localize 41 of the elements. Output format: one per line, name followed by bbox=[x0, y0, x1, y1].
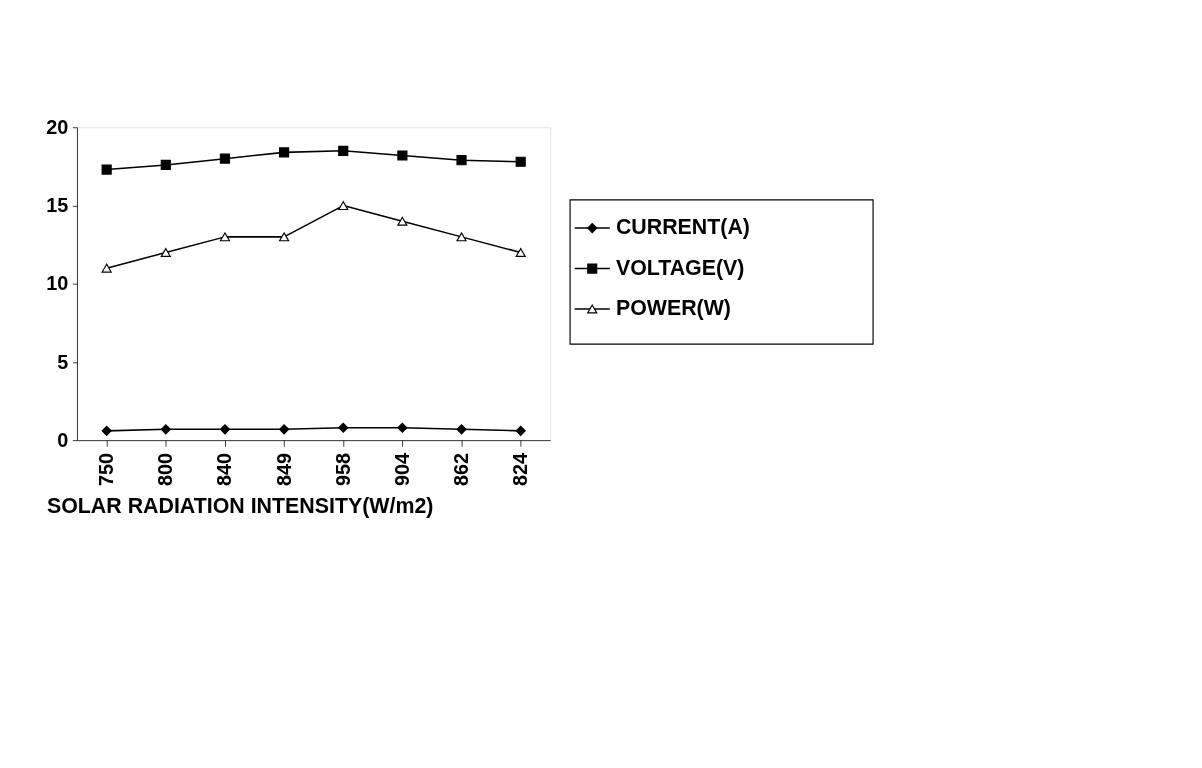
point bbox=[101, 164, 112, 175]
point bbox=[338, 422, 349, 433]
x-tick-label: 904 bbox=[390, 452, 413, 486]
point bbox=[338, 145, 349, 156]
x-tick-label: 750 bbox=[95, 452, 118, 486]
point bbox=[397, 150, 408, 161]
point bbox=[279, 232, 290, 242]
x-tick-label: 849 bbox=[272, 452, 295, 486]
y-tick-label: 10 bbox=[46, 272, 69, 295]
y-tick-label: 20 bbox=[46, 115, 69, 138]
point bbox=[338, 201, 349, 211]
legend-label: POWER(W) bbox=[615, 296, 731, 321]
x-tick-label: 862 bbox=[450, 452, 473, 486]
point bbox=[456, 232, 467, 242]
point bbox=[160, 159, 171, 170]
x-axis-title: SOLAR RADIATION INTENSITY(W/m2) bbox=[46, 494, 434, 519]
point bbox=[219, 424, 231, 435]
point bbox=[101, 263, 112, 273]
x-tick-label: 840 bbox=[213, 452, 236, 486]
point bbox=[279, 424, 290, 435]
point bbox=[456, 155, 467, 166]
point bbox=[515, 248, 526, 257]
x-tick-label: 824 bbox=[509, 452, 532, 486]
point bbox=[515, 425, 526, 436]
point bbox=[160, 248, 171, 257]
point bbox=[397, 422, 408, 433]
y-tick-label: 0 bbox=[57, 428, 69, 451]
point bbox=[515, 156, 526, 167]
legend-label: CURRENT(A) bbox=[615, 215, 750, 240]
y-tick-label: 15 bbox=[46, 194, 69, 217]
point bbox=[101, 425, 112, 436]
point bbox=[219, 232, 231, 242]
point bbox=[160, 424, 171, 435]
y-tick-label: 5 bbox=[57, 350, 69, 373]
x-tick-label: 800 bbox=[154, 452, 177, 486]
point bbox=[219, 153, 231, 164]
legend-label: VOLTAGE(V) bbox=[615, 255, 745, 280]
point bbox=[456, 424, 467, 435]
x-tick-label: 958 bbox=[331, 452, 354, 486]
point bbox=[397, 216, 408, 226]
point bbox=[279, 147, 290, 158]
